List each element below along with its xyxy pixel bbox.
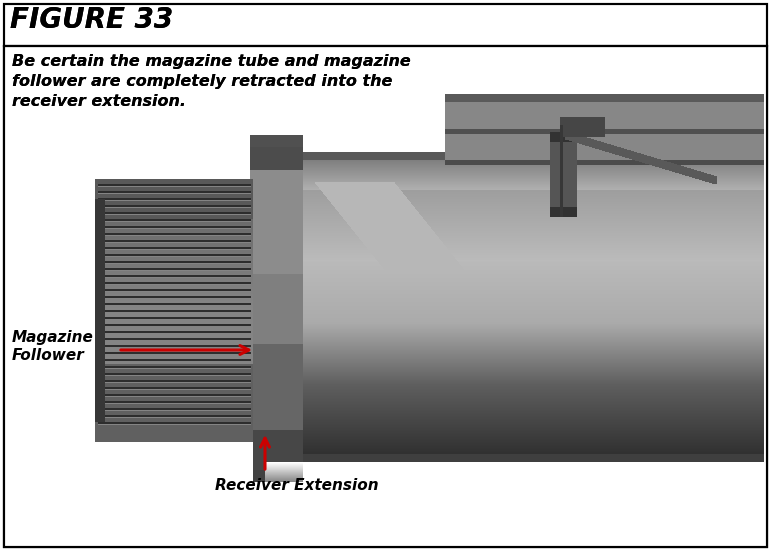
Text: FIGURE 33: FIGURE 33 xyxy=(10,6,173,34)
Text: Receiver Extension: Receiver Extension xyxy=(215,478,379,493)
Text: Follower: Follower xyxy=(12,348,85,363)
Text: Be certain the magazine tube and magazine
follower are completely retracted into: Be certain the magazine tube and magazin… xyxy=(12,54,411,109)
Text: Be certain the magazine tube and magazine
follower are completely retracted into: Be certain the magazine tube and magazin… xyxy=(12,54,411,109)
Text: Magazine: Magazine xyxy=(12,330,94,345)
Text: FIGURE 33: FIGURE 33 xyxy=(10,6,173,34)
